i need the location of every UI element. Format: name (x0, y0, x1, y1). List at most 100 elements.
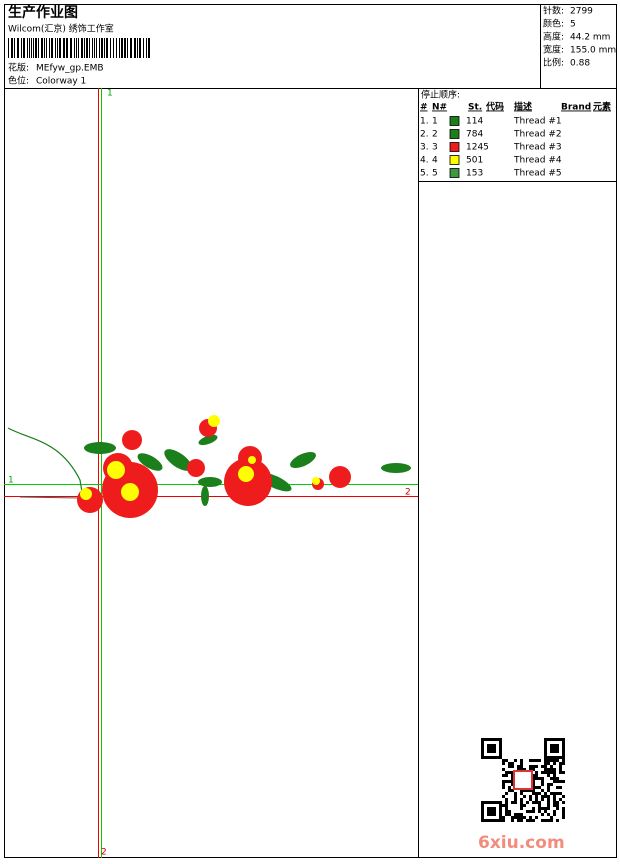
bar (143, 38, 144, 58)
qr-module (559, 768, 562, 771)
column-header: 描述 (514, 101, 532, 113)
qr-module (532, 786, 535, 789)
qr-module (535, 786, 538, 789)
bar (124, 38, 126, 58)
qr-module (505, 780, 508, 783)
qr-module (511, 780, 514, 783)
qr-module (559, 780, 562, 783)
qr-module (544, 795, 547, 798)
qr-module (508, 780, 511, 783)
column-header: St. (468, 103, 482, 113)
qr-module (529, 816, 532, 819)
color-swatch (449, 168, 460, 178)
qr-module (559, 792, 562, 795)
bar (96, 38, 97, 58)
stitches: 1245 (466, 143, 489, 153)
qr-module (505, 798, 508, 801)
qr-module (541, 795, 544, 798)
marker: 2 (405, 488, 411, 498)
qr-module (523, 795, 526, 798)
marker: 1 (8, 476, 14, 486)
row-number: 1. (420, 117, 429, 127)
qr-module (523, 768, 526, 771)
row-number: 4. (420, 156, 429, 166)
bar (119, 38, 120, 58)
embroidery-design (7, 415, 411, 518)
qr-module (520, 819, 523, 822)
qr-module (520, 801, 523, 804)
qr-module (556, 804, 559, 807)
qr-module (514, 798, 517, 801)
qr-module (511, 783, 514, 786)
stat-value: 5 (570, 20, 576, 30)
qr-module (553, 777, 556, 780)
qr-module (535, 795, 538, 798)
qr-module (547, 795, 550, 798)
bar (127, 38, 128, 58)
qr-module (547, 804, 550, 807)
bar (41, 38, 43, 58)
qr-module (553, 768, 556, 771)
stat-value: 2799 (570, 7, 593, 17)
qr-module (553, 798, 556, 801)
qr-module (502, 786, 505, 789)
qr-module (535, 771, 538, 774)
qr-module (541, 819, 544, 822)
qr-module (502, 780, 505, 783)
qr-module (547, 807, 550, 810)
qr-module (538, 807, 541, 810)
qr-module (559, 762, 562, 765)
qr-finder (550, 744, 559, 753)
qr-module (553, 792, 556, 795)
qr-module (535, 798, 538, 801)
qr-module (559, 798, 562, 801)
qr-module (553, 810, 556, 813)
qr-module (523, 804, 526, 807)
outer-border (4, 4, 617, 858)
bar (38, 38, 39, 58)
qr-module (550, 816, 553, 819)
colorway-label: 色位: (8, 75, 29, 87)
qr-module (520, 798, 523, 801)
column-header: 代码 (485, 101, 504, 113)
qr-module (553, 759, 556, 762)
qr-module (505, 774, 508, 777)
qr-module (532, 789, 535, 792)
bar (8, 38, 9, 58)
qr-module (505, 810, 508, 813)
qr-finder (487, 744, 496, 753)
stat-value: 155.0 mm (570, 46, 616, 56)
qr-module (541, 783, 544, 786)
bar (31, 38, 32, 58)
qr-module (514, 813, 517, 816)
qr-module (511, 789, 514, 792)
bar (86, 38, 88, 58)
bar (101, 38, 103, 58)
qr-module (514, 792, 517, 795)
qr-module (502, 819, 505, 822)
bar (59, 38, 61, 58)
qr-module (526, 819, 529, 822)
bar (44, 38, 45, 58)
qr-module (559, 765, 562, 768)
qr-module (553, 804, 556, 807)
qr-module (538, 810, 541, 813)
column-header: Brand (561, 103, 591, 113)
qr-module (511, 765, 514, 768)
design-label: 花版: (8, 62, 29, 74)
qr-module (511, 777, 514, 780)
qr-module (532, 759, 535, 762)
qr-module (532, 783, 535, 786)
qr-module (505, 759, 508, 762)
qr-seal (513, 770, 533, 790)
qr-module (514, 795, 517, 798)
qr-module (541, 798, 544, 801)
color-swatch (449, 142, 460, 152)
qr-module (538, 786, 541, 789)
qr-module (505, 801, 508, 804)
qr-module (511, 801, 514, 804)
qr-module (517, 765, 520, 768)
qr-module (550, 771, 553, 774)
qr-module (562, 771, 565, 774)
bar (35, 38, 37, 58)
